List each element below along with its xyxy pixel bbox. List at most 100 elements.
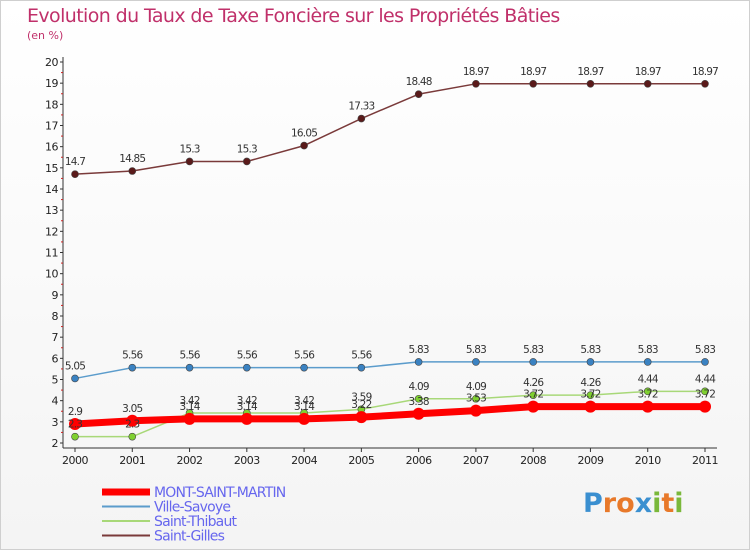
- series-line-mont-saint-martin: [71, 403, 709, 428]
- data-point-mont-saint-martin: [527, 400, 540, 413]
- legend-label-ville-savoye: Ville-Savoye: [154, 500, 230, 516]
- logo-letter: t: [661, 488, 675, 519]
- x-tick-label: 2006: [406, 454, 432, 467]
- data-point-mont-saint-martin: [641, 400, 654, 413]
- y-tick-label: 15: [45, 162, 58, 175]
- y-tick-label: 14: [45, 183, 58, 196]
- data-label-mont-saint-martin: 3.53: [466, 393, 486, 405]
- y-tick-label: 7: [52, 331, 59, 344]
- data-point-ville-savoye: [243, 363, 251, 372]
- data-label-saint-gilles: 18.48: [406, 76, 432, 88]
- data-label-mont-saint-martin: 3.14: [294, 401, 315, 413]
- logo-letter: P: [583, 488, 603, 519]
- data-point-ville-savoye: [357, 363, 366, 372]
- data-label-mont-saint-martin: 3.05: [122, 403, 142, 415]
- y-tick-label: 19: [45, 77, 58, 90]
- y-tick-label: 20: [45, 56, 58, 69]
- x-tick-label: 2007: [463, 454, 489, 467]
- data-label-mont-saint-martin: 3.72: [695, 389, 715, 401]
- data-label-ville-savoye: 5.56: [237, 350, 258, 362]
- data-point-saint-thibaut: [472, 394, 480, 403]
- logo-letter: r: [602, 488, 617, 519]
- data-label-saint-gilles: 18.97: [463, 66, 489, 78]
- data-point-saint-thibaut: [414, 394, 423, 403]
- data-point-saint-gilles: [472, 80, 480, 88]
- y-tick-label: 8: [52, 310, 59, 323]
- y-tick-label: 10: [45, 268, 58, 281]
- data-point-saint-thibaut: [701, 387, 709, 396]
- series-layer: [69, 80, 711, 441]
- data-point-saint-gilles: [701, 80, 709, 88]
- legend-label-saint-thibaut: Saint-Thibaut: [154, 514, 238, 530]
- data-label-saint-gilles: 14.85: [119, 153, 145, 165]
- data-point-saint-thibaut: [128, 432, 137, 441]
- y-tick-label: 3: [52, 416, 59, 429]
- data-point-saint-gilles: [71, 170, 79, 178]
- data-label-ville-savoye: 5.56: [122, 350, 143, 362]
- y-tick-label: 11: [45, 247, 58, 260]
- legend: MONT-SAINT-MARTINVille-SavoyeSaint-Thiba…: [102, 485, 287, 545]
- x-tick-label: 2005: [348, 454, 374, 467]
- data-point-ville-savoye: [586, 358, 595, 366]
- y-tick-label: 9: [52, 289, 59, 302]
- data-point-saint-gilles: [414, 90, 423, 98]
- data-point-saint-thibaut: [71, 432, 79, 441]
- data-point-saint-gilles: [300, 141, 308, 150]
- data-point-saint-gilles: [128, 167, 137, 175]
- data-label-saint-thibaut: 4.44: [638, 373, 659, 385]
- data-label-saint-thibaut: 2.3: [68, 419, 82, 431]
- x-tick-label: 2003: [234, 454, 260, 467]
- legend-label-saint-gilles: Saint-Gilles: [154, 529, 225, 545]
- data-label-mont-saint-martin: 3.14: [237, 401, 258, 413]
- logo-letter: o: [616, 488, 635, 519]
- y-tick-label: 4: [52, 395, 59, 408]
- data-label-ville-savoye: 5.05: [65, 360, 85, 372]
- data-point-saint-thibaut: [586, 391, 595, 399]
- proxiti-logo: Proxiti: [583, 488, 684, 519]
- data-label-saint-gilles: 15.3: [179, 143, 199, 155]
- data-label-saint-thibaut: 4.09: [409, 381, 429, 393]
- data-labels-layer: 14.7 14.85 15.3 15.3 16.05 17.33 18.48 18.97 18.…: [65, 66, 719, 431]
- data-label-mont-saint-martin: 3.72: [580, 389, 600, 401]
- data-label-saint-thibaut: 3.42: [294, 395, 314, 407]
- data-label-ville-savoye: 5.83: [409, 344, 429, 356]
- x-tick-label: 2011: [692, 454, 718, 467]
- data-point-ville-savoye: [128, 363, 137, 372]
- unit-label: (en %): [27, 29, 64, 42]
- data-point-saint-gilles: [529, 80, 537, 88]
- y-tick-label: 16: [45, 141, 58, 154]
- data-label-mont-saint-martin: 3.72: [638, 389, 658, 401]
- data-point-mont-saint-martin: [412, 407, 425, 420]
- data-label-ville-savoye: 5.83: [638, 344, 658, 356]
- data-point-ville-savoye: [71, 374, 79, 383]
- axes: 2 3 4 5 6 7 8 9 10 11 12 13 14 15 16 17 18 19 20 2000 2001 20…: [45, 56, 719, 467]
- data-label-mont-saint-martin: 3.38: [409, 396, 429, 408]
- data-point-saint-gilles: [357, 114, 366, 123]
- data-point-saint-gilles: [586, 80, 595, 88]
- data-point-mont-saint-martin: [584, 400, 597, 413]
- x-tick-label: 2008: [520, 454, 546, 467]
- y-tick-label: 13: [45, 204, 58, 217]
- data-point-saint-thibaut: [529, 391, 537, 399]
- y-tick-label: 2: [52, 437, 59, 450]
- logo-letter: i: [674, 488, 684, 519]
- y-tick-label: 12: [45, 225, 58, 238]
- data-label-ville-savoye: 5.56: [294, 350, 315, 362]
- data-label-saint-thibaut: 3.42: [237, 395, 257, 407]
- x-tick-label: 2001: [119, 454, 145, 467]
- data-point-ville-savoye: [300, 363, 308, 372]
- x-tick-label: 2009: [577, 454, 603, 467]
- data-label-saint-thibaut: 4.26: [523, 377, 544, 389]
- data-label-saint-thibaut: 4.09: [466, 381, 486, 393]
- data-point-saint-thibaut: [643, 387, 652, 396]
- data-label-saint-gilles: 14.7: [65, 156, 85, 168]
- data-label-saint-thibaut: 3.42: [179, 395, 199, 407]
- x-tick-label: 2010: [635, 454, 661, 467]
- data-label-ville-savoye: 5.56: [351, 350, 372, 362]
- data-label-saint-gilles: 18.97: [692, 66, 718, 78]
- data-label-ville-savoye: 5.83: [580, 344, 600, 356]
- data-label-mont-saint-martin: 3.22: [351, 399, 371, 411]
- data-label-ville-savoye: 5.83: [523, 344, 543, 356]
